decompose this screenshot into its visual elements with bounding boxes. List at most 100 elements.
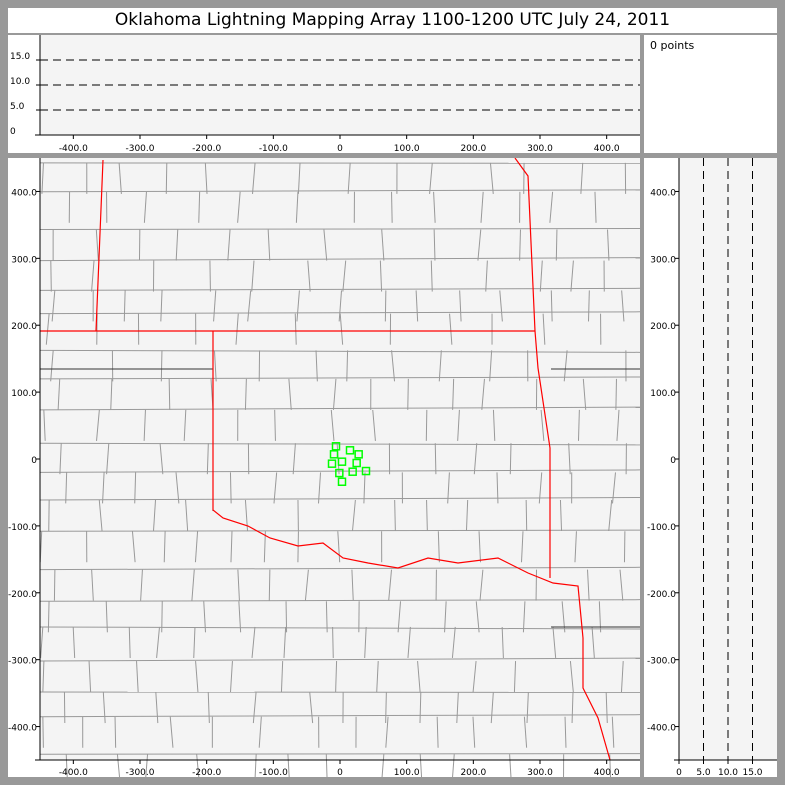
county-line	[489, 350, 493, 382]
info-panel: 0 points	[644, 35, 777, 153]
y-tick-label: 200.0	[11, 322, 37, 332]
county-line	[91, 569, 94, 601]
x-tick-label: 10.0	[718, 768, 738, 777]
county-line	[39, 566, 640, 571]
plan-view-map[interactable]: -400.0 -300.0 -200.0 -100.0 0 100.0 200.0 300.0…	[8, 158, 640, 777]
y-tick-label: 200.0	[650, 322, 676, 332]
county-line	[254, 754, 257, 777]
county-line	[342, 260, 347, 292]
county-line	[415, 290, 419, 322]
county-line	[394, 499, 396, 532]
county-line	[479, 569, 484, 601]
altitude-x-plot: -400.0 -300.0 -200.0 -100.0 0 100.0 200.0 300.0…	[10, 35, 640, 153]
county-line	[247, 290, 252, 322]
county-line	[296, 290, 300, 322]
county-line	[490, 692, 494, 724]
lightning-source-marker	[327, 459, 337, 468]
lightning-source-marker	[361, 466, 371, 476]
county-line	[472, 660, 477, 693]
altitude-vs-y-panel: 0 5.0 10.0 15.0 400.0 300.0 200.0 100.0 0 -100.0 -…	[644, 158, 777, 777]
county-line	[315, 350, 318, 382]
county-line	[429, 162, 433, 194]
county-line	[456, 692, 459, 724]
county-line	[50, 350, 54, 382]
county-line	[114, 716, 117, 748]
county-line	[478, 531, 481, 563]
county-line	[283, 626, 287, 658]
county-line	[433, 229, 436, 261]
county-line	[540, 409, 545, 441]
county-line	[229, 472, 232, 504]
county-line	[570, 260, 574, 292]
county-line	[47, 601, 50, 633]
county-line	[143, 191, 147, 223]
county-line	[525, 499, 528, 532]
county-line	[39, 529, 640, 532]
lightning-source-marker	[354, 450, 363, 459]
y-tick-label: -100.0	[8, 523, 37, 533]
county-line	[385, 692, 387, 724]
lightning-source-marker	[337, 457, 347, 466]
county-line	[513, 661, 517, 693]
plot-title: Oklahoma Lightning Mapping Array 1100-12…	[8, 8, 777, 33]
x-tick-label: 200.0	[460, 768, 486, 777]
county-line	[98, 499, 103, 532]
county-line	[128, 626, 131, 658]
county-line	[244, 378, 247, 410]
county-line	[459, 290, 462, 322]
y-tick-label: 0	[10, 127, 16, 137]
county-line	[619, 569, 624, 601]
x-tick-label: 200.0	[460, 144, 486, 153]
county-line	[577, 409, 580, 441]
county-line	[509, 443, 512, 475]
county-line	[426, 499, 428, 532]
county-line	[118, 162, 122, 194]
county-line	[110, 378, 113, 410]
county-line	[288, 378, 292, 410]
county-line	[155, 692, 159, 724]
county-line	[437, 531, 440, 563]
county-line	[39, 406, 640, 411]
state-border-red	[40, 158, 611, 761]
y-tick-label: 100.0	[11, 389, 37, 399]
county-line	[39, 349, 640, 353]
x-tick-label: 300.0	[527, 144, 553, 153]
y-tick-label: -100.0	[647, 523, 676, 533]
county-line	[309, 691, 314, 724]
county-line	[605, 692, 608, 724]
county-line	[230, 531, 233, 563]
county-line	[621, 290, 625, 322]
lightning-source-marker	[331, 442, 341, 451]
county-line	[519, 229, 521, 261]
county-line	[351, 499, 356, 532]
county-line	[102, 472, 105, 504]
county-line	[39, 189, 640, 193]
y-tick-label: 400.0	[650, 188, 676, 198]
county-line	[372, 409, 376, 441]
x-tick-label: -300.0	[125, 768, 154, 777]
plan-view-map-panel[interactable]: -400.0 -300.0 -200.0 -100.0 0 100.0 200.0 300.0…	[8, 158, 640, 777]
county-line	[451, 626, 456, 659]
county-line	[419, 754, 423, 777]
county-line	[594, 191, 597, 223]
county-line	[39, 714, 640, 718]
county-line	[195, 661, 199, 693]
county-line	[457, 409, 460, 441]
county-line	[134, 472, 137, 504]
county-line	[332, 626, 334, 658]
county-line	[145, 754, 149, 777]
county-line	[258, 716, 262, 748]
county-line	[379, 260, 383, 292]
county-line	[160, 350, 163, 382]
county-line	[549, 191, 554, 223]
county-line	[492, 409, 496, 441]
x-tick-label: 100.0	[394, 768, 420, 777]
county-line	[307, 260, 311, 292]
county-line	[485, 260, 488, 292]
altitude-vs-x-panel: -400.0 -300.0 -200.0 -100.0 0 100.0 200.0 300.0…	[8, 35, 640, 153]
county-line	[175, 229, 179, 261]
x-tick-label: 400.0	[594, 144, 620, 153]
county-line	[251, 260, 255, 292]
county-line	[569, 660, 574, 693]
county-line	[381, 754, 385, 777]
